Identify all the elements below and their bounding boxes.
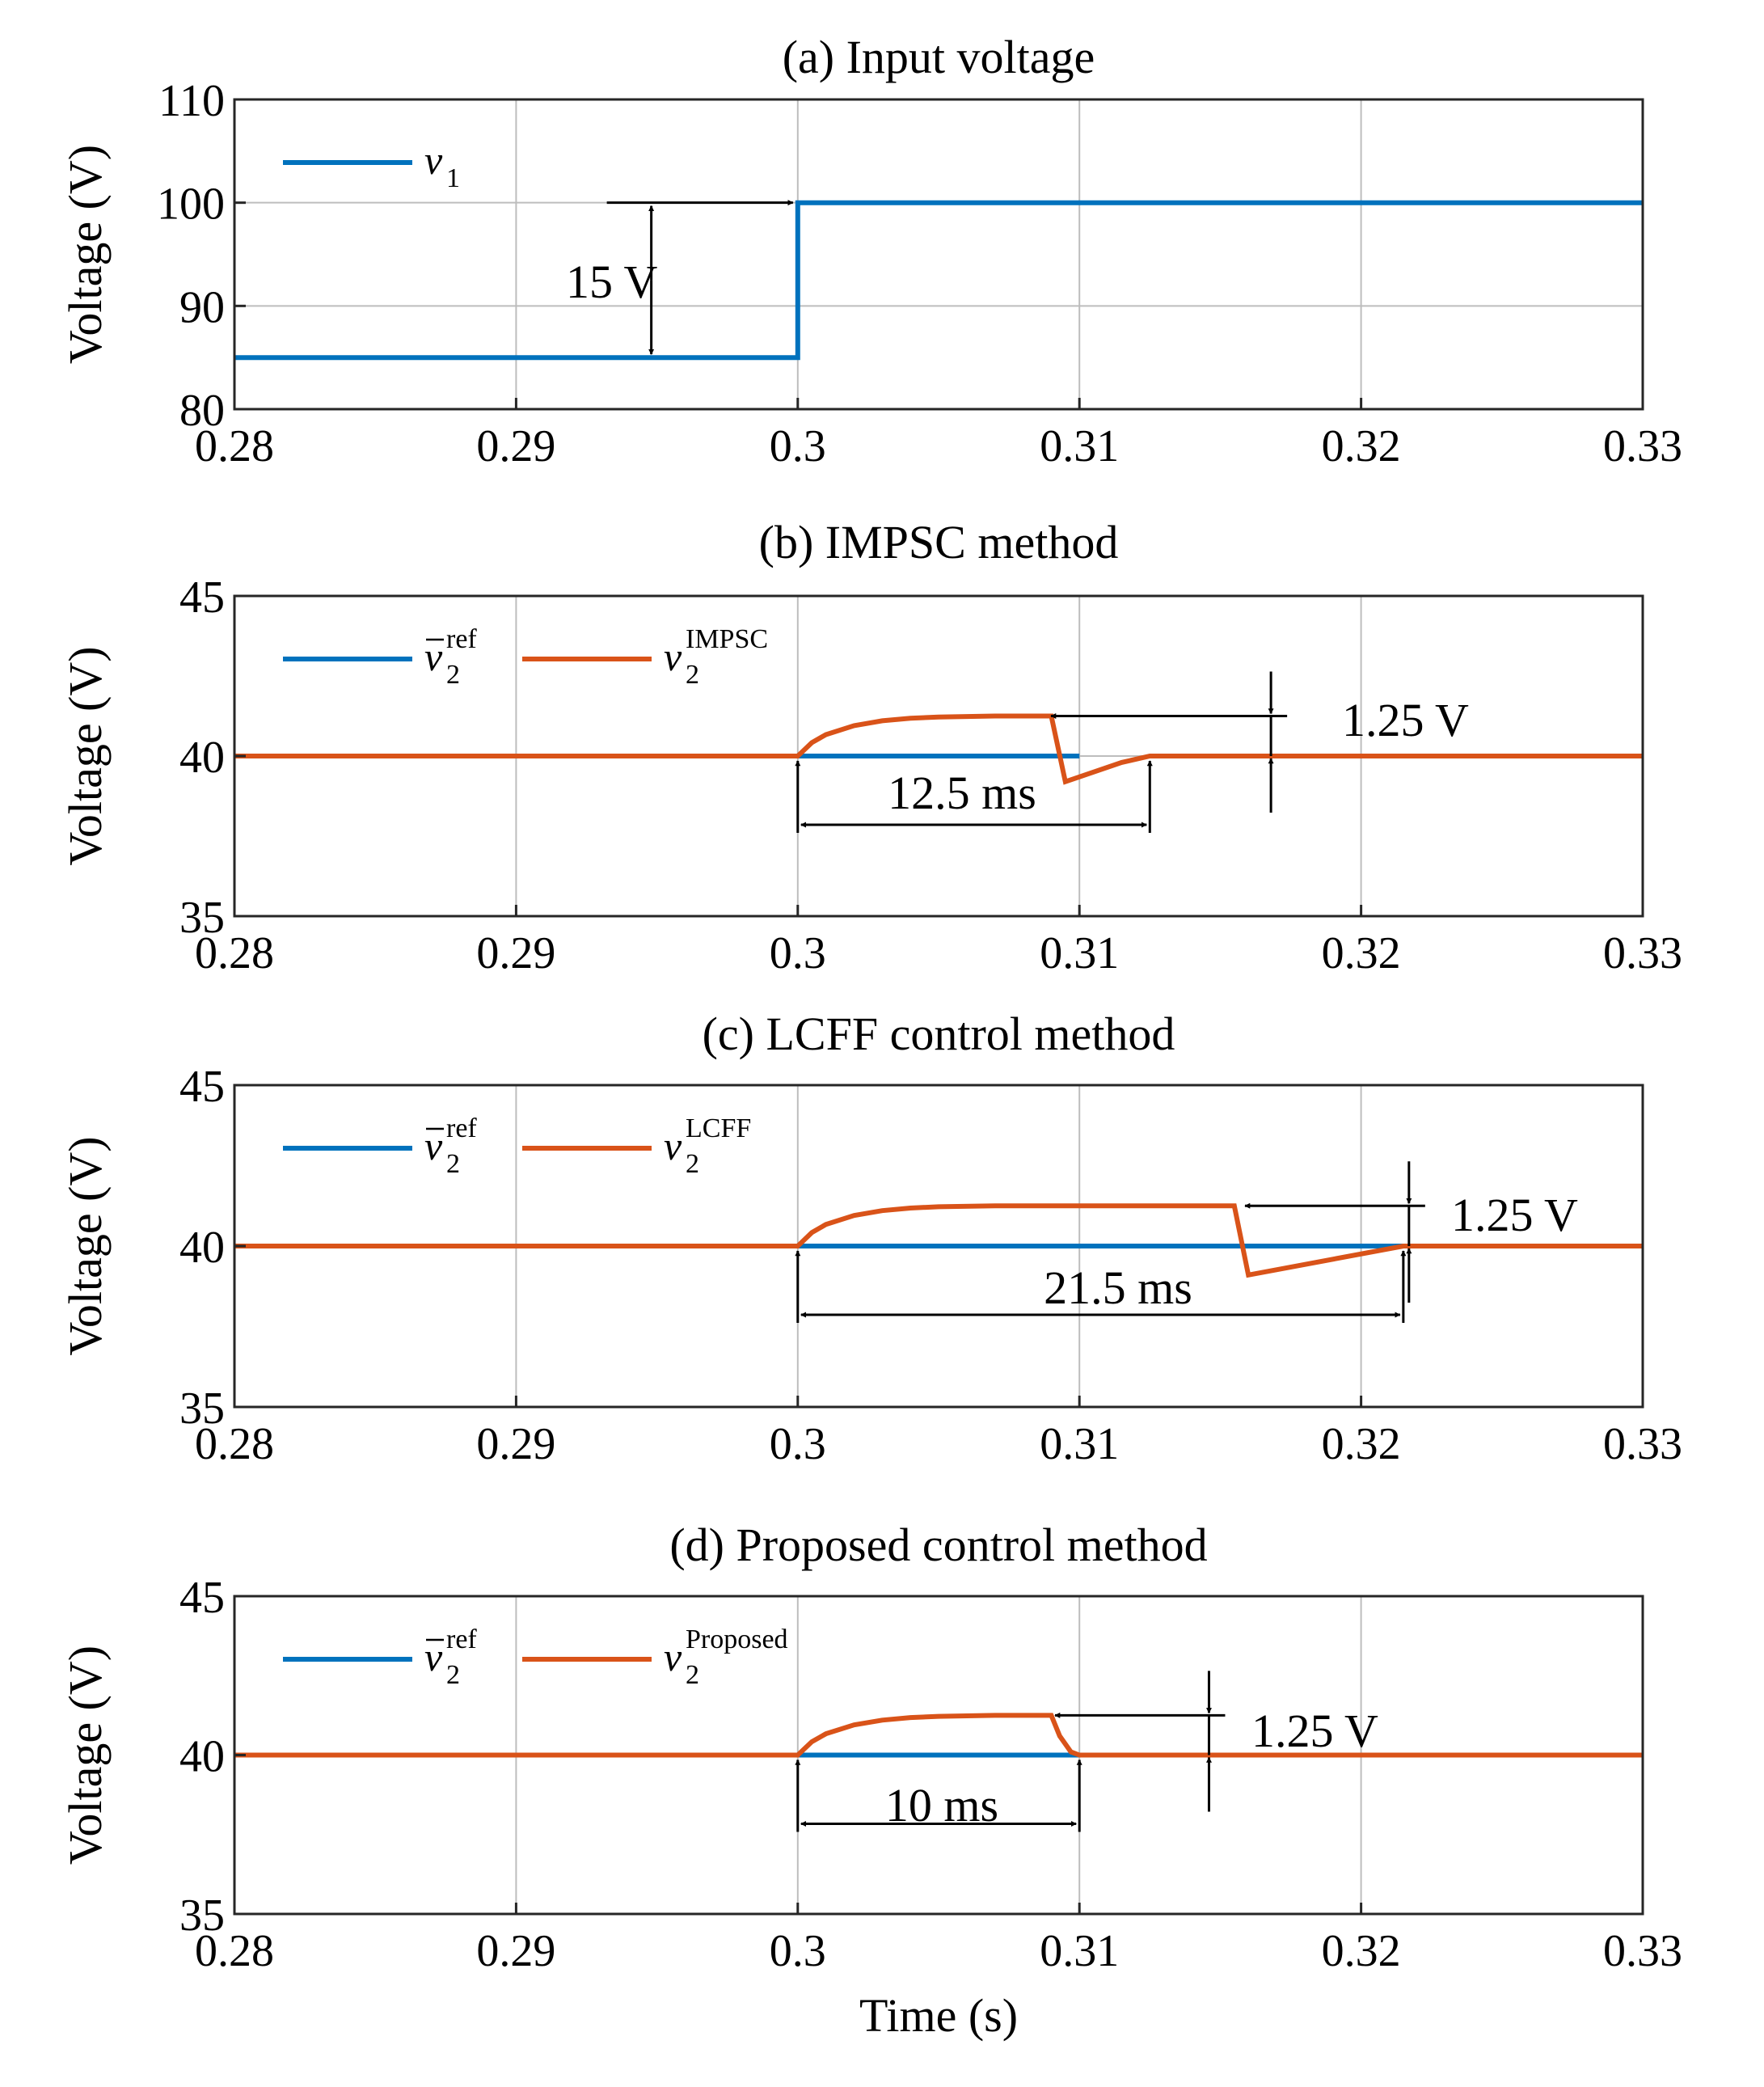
legend-superscript: ref xyxy=(446,1624,477,1654)
legend-superscript: ref xyxy=(446,624,477,654)
series-line-v2Proposed xyxy=(234,1713,1643,1758)
panel-a: 0.28 0.29 0.3 0.31 0.32 0.33 80 90 100 110 (a) Inp… xyxy=(59,31,1682,471)
x-tick-label: 0.31 xyxy=(1040,1419,1119,1469)
annotation-dimension: 1.25 V xyxy=(1244,1161,1578,1303)
annotation-label: 1.25 V xyxy=(1342,694,1469,746)
legend-superscript: Proposed xyxy=(686,1624,788,1654)
legend-label-v2ref: v xyxy=(424,1634,443,1679)
x-tick-label: 0.29 xyxy=(476,928,555,978)
panel-d: 0.28 0.29 0.3 0.31 0.32 0.33 35 40 45 (d) Propose… xyxy=(59,1519,1682,2042)
x-tick-label: 0.31 xyxy=(1040,421,1119,471)
y-tick-label: 45 xyxy=(179,1573,225,1623)
x-tick-label: 0.33 xyxy=(1603,928,1682,978)
x-tick-label: 0.3 xyxy=(770,1419,826,1469)
x-tick-label: 0.3 xyxy=(770,421,826,471)
annotation-label: 15 V xyxy=(566,256,657,308)
annotation-label: 10 ms xyxy=(885,1779,998,1831)
panel-b: 0.28 0.29 0.3 0.31 0.32 0.33 35 40 45 (b) IMPSC m… xyxy=(59,516,1682,978)
x-tick-label: 0.33 xyxy=(1603,1926,1682,1976)
x-tick-label: 0.31 xyxy=(1040,928,1119,978)
y-axis-label: Voltage (V) xyxy=(59,145,112,364)
x-tick-label: 0.32 xyxy=(1322,928,1401,978)
annotation-interval: 12.5 ms xyxy=(795,760,1153,833)
annotation-label: 21.5 ms xyxy=(1044,1261,1192,1314)
panel-c: 0.28 0.29 0.3 0.31 0.32 0.33 35 40 45 (c) LCFF co… xyxy=(59,1008,1682,1469)
legend-subscript: 2 xyxy=(686,1660,699,1690)
y-tick-label: 100 xyxy=(157,180,225,230)
annotation-label: 12.5 ms xyxy=(888,767,1036,819)
annotation-dimension: 15 V xyxy=(566,200,794,355)
series-line-v2LCFF xyxy=(234,1203,1643,1278)
legend-subscript: 1 xyxy=(446,163,460,193)
y-tick-label: 110 xyxy=(158,76,225,126)
annotation-dimension: 1.25 V xyxy=(1054,1671,1378,1812)
chart-title: (d) Proposed control method xyxy=(669,1519,1207,1571)
chart-title: (c) LCFF control method xyxy=(703,1008,1175,1060)
y-tick-label: 40 xyxy=(179,733,225,783)
annotation-dimension: 1.25 V xyxy=(1050,671,1469,813)
y-tick-label: 35 xyxy=(179,893,225,943)
y-tick-label: 45 xyxy=(179,1062,225,1112)
x-tick-label: 0.28 xyxy=(195,421,274,471)
chart-title: (a) Input voltage xyxy=(783,31,1095,83)
legend-label-v2ref: v xyxy=(424,1123,443,1168)
axes-box xyxy=(233,98,1644,411)
y-tick-label: 45 xyxy=(179,572,225,623)
annotation-interval: 10 ms xyxy=(795,1759,1082,1832)
legend-superscript: IMPSC xyxy=(686,624,768,654)
x-tick-label: 0.28 xyxy=(195,1926,274,1976)
x-tick-label: 0.28 xyxy=(195,928,274,978)
x-tick-label: 0.32 xyxy=(1322,1419,1401,1469)
y-tick-label: 35 xyxy=(179,1891,225,1941)
legend-subscript: 2 xyxy=(686,660,699,690)
x-tick-label: 0.33 xyxy=(1603,1419,1682,1469)
legend-label-v2Proposed: v xyxy=(664,1634,682,1679)
y-tick-label: 40 xyxy=(179,1223,225,1273)
x-tick-label: 0.32 xyxy=(1322,421,1401,471)
legend-superscript: LCFF xyxy=(686,1113,751,1143)
legend-label-v1: v xyxy=(424,137,443,183)
x-tick-label: 0.29 xyxy=(476,1926,555,1976)
x-tick-label: 0.33 xyxy=(1603,421,1682,471)
legend-label-v2LCFF: v xyxy=(664,1123,682,1168)
y-axis-label: Voltage (V) xyxy=(59,1136,112,1355)
y-tick-label: 40 xyxy=(179,1732,225,1782)
x-axis-label: Time (s) xyxy=(859,1989,1018,2042)
legend-subscript: 2 xyxy=(446,660,460,690)
legend-label-v2IMPSC: v xyxy=(664,634,682,679)
legend-label-v2ref: v xyxy=(424,634,443,679)
legend-superscript: ref xyxy=(446,1113,477,1143)
x-tick-label: 0.31 xyxy=(1040,1926,1119,1976)
x-tick-label: 0.3 xyxy=(770,1926,826,1976)
y-tick-label: 80 xyxy=(179,386,225,436)
annotation-interval: 21.5 ms xyxy=(795,1250,1407,1323)
annotation-label: 1.25 V xyxy=(1251,1705,1378,1757)
y-axis-label: Voltage (V) xyxy=(59,646,112,865)
legend-subscript: 2 xyxy=(446,1660,460,1690)
series-line-v2IMPSC xyxy=(234,713,1643,785)
x-tick-label: 0.29 xyxy=(476,1419,555,1469)
legend-subscript: 2 xyxy=(686,1149,699,1179)
legend-subscript: 2 xyxy=(446,1149,460,1179)
y-tick-label: 35 xyxy=(179,1384,225,1434)
x-tick-label: 0.29 xyxy=(476,421,555,471)
y-axis-label: Voltage (V) xyxy=(59,1646,112,1865)
series-line-v1 xyxy=(234,200,1643,361)
x-tick-label: 0.3 xyxy=(770,928,826,978)
chart-title: (b) IMPSC method xyxy=(759,516,1119,568)
y-tick-label: 90 xyxy=(179,282,225,332)
x-tick-label: 0.32 xyxy=(1322,1926,1401,1976)
annotation-label: 1.25 V xyxy=(1451,1189,1578,1241)
x-tick-label: 0.28 xyxy=(195,1419,274,1469)
